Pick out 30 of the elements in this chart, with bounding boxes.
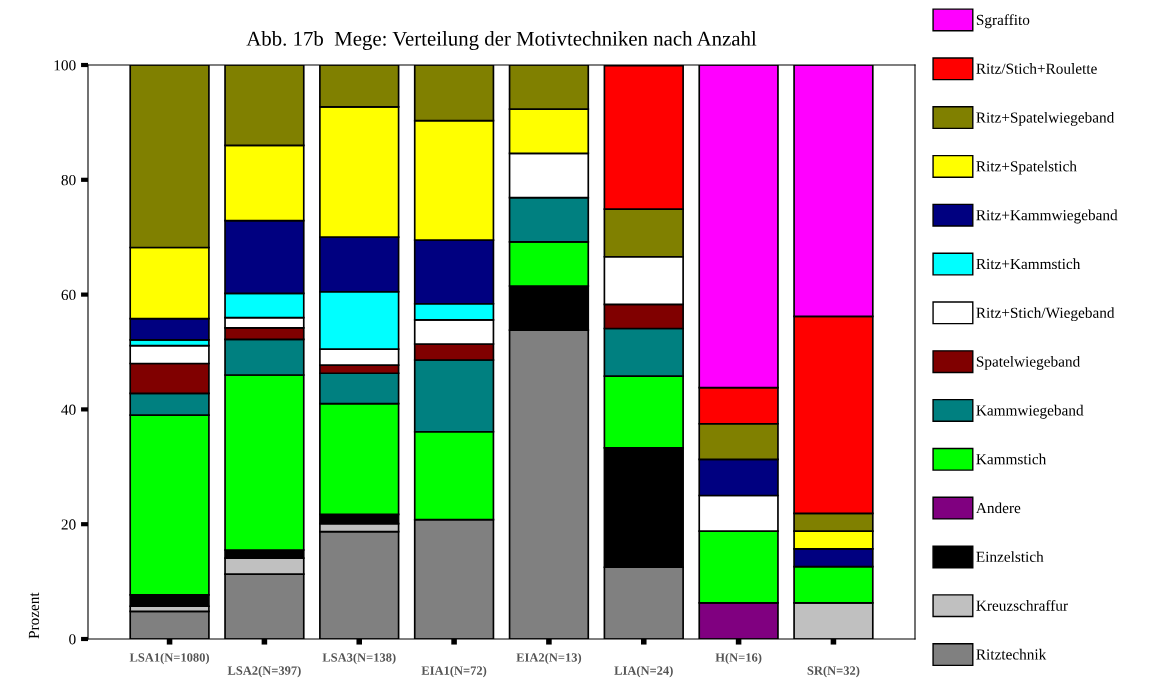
x-tick-label: LSA3(N=138) xyxy=(322,652,396,665)
legend-label: Ritz+Kammwiegeband xyxy=(976,209,1118,224)
y-tick-label: 40 xyxy=(61,404,76,415)
legend-label: Ritz+Kammstich xyxy=(976,258,1081,270)
y-tick-label: 100 xyxy=(54,60,76,71)
x-tick-label: LIA(N=24) xyxy=(614,665,673,678)
legend-label: Ritz/Stich+Roulette xyxy=(976,63,1097,74)
y-tick-label: 0 xyxy=(69,634,76,645)
x-tick-label: EIA2(N=13) xyxy=(516,652,582,665)
legend-label: Andere xyxy=(976,502,1021,514)
legend-label: Kammstich xyxy=(976,453,1047,465)
legend-label: Spatelwiegeband xyxy=(976,355,1081,370)
legend-label: Ritz+Stich/Wiegeband xyxy=(976,307,1115,322)
legend-label: Ritztechnik xyxy=(976,648,1047,660)
x-tick-label: H(N=16) xyxy=(715,652,762,665)
legend-label: Kreuzschraffur xyxy=(976,599,1068,611)
legend-label: Einzelstich xyxy=(976,551,1044,562)
legend-label: Ritz+Spatelwiegeband xyxy=(976,111,1115,126)
x-tick-label: EIA1(N=72) xyxy=(421,665,487,678)
y-tick-label: 80 xyxy=(61,174,76,186)
x-tick-label: SR(N=32) xyxy=(807,665,860,678)
y-axis-title: Prozent xyxy=(28,592,40,639)
legend-label: Ritz+Spatelstich xyxy=(976,160,1077,175)
legend-label: Kammwiegeband xyxy=(976,404,1084,419)
y-tick-label: 60 xyxy=(61,289,76,301)
x-tick-label: LSA1(N=1080) xyxy=(129,652,210,665)
y-tick-label: 20 xyxy=(61,519,76,530)
x-tick-label: LSA2(N=397) xyxy=(227,665,301,678)
chart-title: Abb. 17b Mege: Verteilung der Motivtechniken nach Anzahl xyxy=(246,31,757,51)
legend-label: Sgraffito xyxy=(976,14,1030,29)
